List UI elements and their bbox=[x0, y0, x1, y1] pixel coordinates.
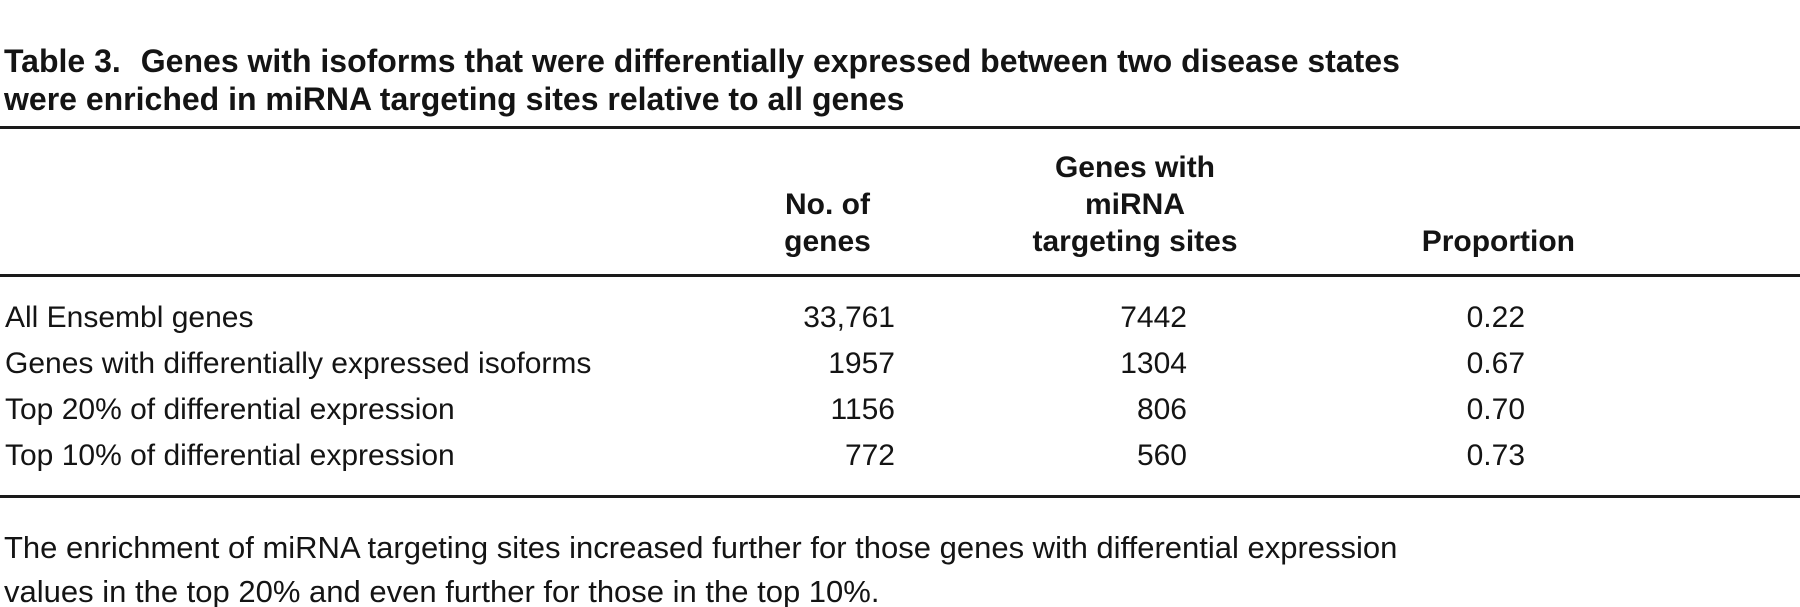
cell-proportion: 0.73 bbox=[1466, 439, 1525, 472]
cell-genes-with-mirna-sites: 1304 bbox=[1120, 347, 1187, 380]
row-label: Top 10% of differential expression bbox=[5, 439, 455, 472]
cell-proportion: 0.22 bbox=[1466, 301, 1525, 334]
row-label: Genes with differentially expressed isof… bbox=[5, 347, 592, 380]
row-label: Top 20% of differential expression bbox=[5, 393, 455, 426]
table-title: Table 3. Genes with isoforms that were di… bbox=[0, 0, 1800, 126]
table-row: Top 20% of differential expression 1156 … bbox=[0, 387, 1800, 433]
cell-no-of-genes: 1156 bbox=[830, 393, 895, 426]
table-row: Genes with differentially expressed isof… bbox=[0, 341, 1800, 387]
col-header-mirna-sites: Genes with miRNA targeting sites bbox=[1032, 151, 1238, 258]
table-number-label: Table 3. bbox=[4, 43, 121, 79]
cell-no-of-genes: 772 bbox=[844, 439, 895, 472]
cell-genes-with-mirna-sites: 7442 bbox=[1120, 301, 1187, 334]
col-header-no-of-genes: No. of genes bbox=[784, 188, 871, 258]
table-header-row: No. of genes Genes with miRNA targeting … bbox=[0, 129, 1800, 274]
cell-proportion: 0.70 bbox=[1466, 393, 1525, 426]
divider-top bbox=[0, 126, 1800, 129]
table-footnote: The enrichment of miRNA targeting sites … bbox=[4, 530, 1398, 607]
cell-no-of-genes: 33,761 bbox=[803, 301, 895, 334]
cell-proportion: 0.67 bbox=[1466, 347, 1525, 380]
divider-header bbox=[0, 274, 1800, 277]
cell-genes-with-mirna-sites: 560 bbox=[1136, 439, 1187, 472]
col-header-proportion: Proportion bbox=[1421, 225, 1575, 258]
table-title-text: Genes with isoforms that were differenti… bbox=[4, 43, 1400, 117]
divider-bottom bbox=[0, 495, 1800, 498]
table-body: All Ensembl genes 33,761 7442 0.22 Genes… bbox=[0, 277, 1800, 495]
row-label: All Ensembl genes bbox=[5, 301, 254, 334]
cell-genes-with-mirna-sites: 806 bbox=[1136, 393, 1187, 426]
table-row: All Ensembl genes 33,761 7442 0.22 bbox=[0, 295, 1800, 341]
table-row: Top 10% of differential expression 772 5… bbox=[0, 433, 1800, 479]
cell-no-of-genes: 1957 bbox=[828, 347, 895, 380]
